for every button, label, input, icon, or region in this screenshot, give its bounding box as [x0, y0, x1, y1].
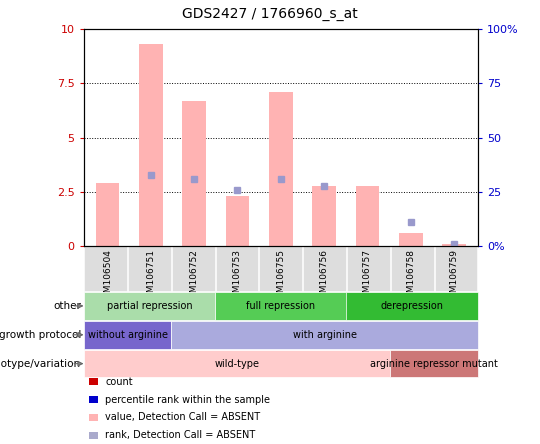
Text: derepression: derepression	[381, 301, 444, 311]
Text: with arginine: with arginine	[293, 330, 356, 340]
Text: count: count	[105, 377, 133, 387]
Bar	[312, 186, 336, 246]
Text: full repression: full repression	[246, 301, 315, 311]
Text: other: other	[53, 301, 81, 311]
Text: GDS2427 / 1766960_s_at: GDS2427 / 1766960_s_at	[182, 7, 358, 21]
Bar	[269, 92, 293, 246]
Bar	[139, 44, 163, 246]
Text: arginine repressor mutant: arginine repressor mutant	[370, 359, 498, 369]
Text: without arginine: without arginine	[87, 330, 167, 340]
Text: growth protocol: growth protocol	[0, 330, 81, 340]
Bar	[226, 196, 249, 246]
Text: percentile rank within the sample: percentile rank within the sample	[105, 395, 271, 404]
Bar	[442, 244, 466, 246]
Text: genotype/variation: genotype/variation	[0, 359, 81, 369]
Bar	[399, 234, 423, 246]
Bar	[355, 186, 379, 246]
Bar	[183, 101, 206, 246]
Text: rank, Detection Call = ABSENT: rank, Detection Call = ABSENT	[105, 430, 255, 440]
Bar	[96, 183, 119, 246]
Text: value, Detection Call = ABSENT: value, Detection Call = ABSENT	[105, 412, 260, 422]
Text: wild-type: wild-type	[214, 359, 260, 369]
Text: partial repression: partial repression	[106, 301, 192, 311]
